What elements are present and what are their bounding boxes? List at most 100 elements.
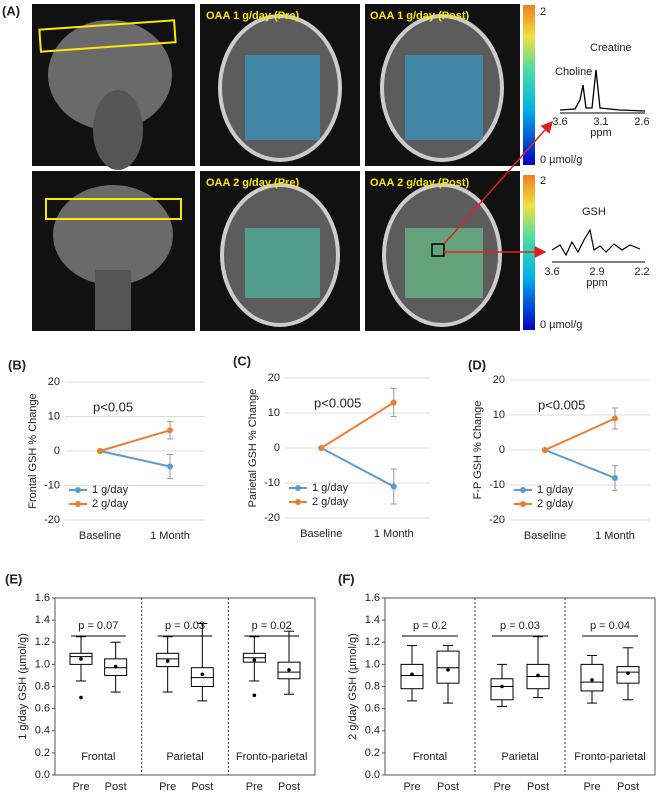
annotation: p = 0.02 [252,620,292,632]
panel-label: (B) [8,357,26,372]
legend-label: 2 g/day [312,496,349,508]
legend-swatch [295,499,301,505]
x-tick-label: Pre [583,781,600,793]
colorbar-label: 2 [540,175,546,187]
annotation: p = 0.04 [590,620,630,632]
spectrum-unit: ppm [590,127,611,139]
y-tick-label: 10 [268,407,280,419]
mean [590,678,594,682]
peak-label: Choline [555,66,592,78]
arrow [443,120,553,245]
box [580,663,604,692]
y-axis-label: 1 g/day GSH (µmol/g) [17,633,29,740]
annotation: p = 0.03 [165,620,205,632]
y-tick-label: 1.4 [35,614,50,626]
y-tick-label: -10 [264,477,280,489]
y-tick-label: 10 [48,410,60,422]
plot-frame [384,597,656,776]
legend-swatch [75,487,81,493]
legend-label: 1 g/day [537,484,574,496]
y-axis-label: 2 g/day GSH (µmol/g) [347,633,359,740]
y-tick-label: 20 [48,376,60,388]
y-tick-label: 0 [274,442,280,454]
annotation: p<0.05 [93,399,133,414]
image-label: OAA 2 g/day (Post) [370,177,470,189]
image-label: OAA 1 g/day (Post) [370,10,470,22]
box [436,650,460,684]
series-line [99,450,171,468]
x-tick-label: 1 Month [150,530,190,542]
y-tick-label: 0.0 [365,769,380,781]
box [400,663,424,690]
panel-label: (E) [5,571,22,586]
axial-images [200,4,520,331]
mean [500,684,504,689]
spectrum-tick: 3.6 [544,266,559,278]
y-tick-label: 1.0 [35,658,50,670]
y-tick-label: -20 [264,512,280,524]
legend-swatch [520,487,526,493]
point [97,448,103,454]
y-tick-label: 0.2 [35,747,50,759]
peak-label: GSH [582,206,606,218]
y-tick-label: 10 [493,409,505,421]
mean [626,671,630,676]
y-tick-label: 0.8 [35,680,50,692]
y-tick-label: 0.4 [35,725,50,737]
colorbar-label: 0 µmol/g [540,154,582,166]
x-tick-label: Post [527,781,549,793]
legend-label: 2 g/day [537,498,574,510]
x-tick-label: Post [278,781,300,793]
x-tick-label: Post [105,781,127,793]
y-tick-label: -10 [44,479,60,491]
y-tick-label: 0.0 [35,769,50,781]
spectrum-tick: 2.2 [634,266,649,278]
legend-label: 1 g/day [92,484,129,496]
y-tick-label: 1.2 [35,636,50,648]
x-tick-label: 1 Month [374,528,414,540]
mean [79,657,83,661]
spectrum-tick: 2.6 [634,116,649,128]
series-line [544,449,616,479]
y-tick-label: 1.4 [365,614,380,626]
voxel-slab [45,198,182,220]
y-tick-label: 0.8 [365,680,380,692]
x-tick-label: Pre [159,781,176,793]
colorbar [523,5,535,165]
annotation: p = 0.07 [78,620,118,632]
series-line [320,447,395,488]
legend-label: 1 g/day [312,482,349,494]
y-tick-label: 0.4 [365,725,380,737]
point [612,415,618,422]
y-tick-label: 20 [268,372,280,384]
y-tick-label: 1.2 [365,636,380,648]
mean [252,658,257,662]
box [190,667,214,687]
group-label: Parietal [166,751,203,763]
y-tick-label: 0 [499,444,505,456]
series-line [99,429,171,452]
x-tick-label: Pre [403,781,420,793]
y-tick-label: 20 [493,374,505,386]
mean [165,659,170,663]
group-label: Parietal [501,751,538,763]
mean [536,673,540,678]
x-tick-label: Post [437,781,459,793]
point [318,445,325,451]
panel-a: (A) OAA 1 g/day (Pre) OAA 1 g/day (Post)… [2,3,650,331]
y-tick-label: 0 [54,445,60,457]
point [167,427,173,434]
legend-swatch [295,485,301,491]
y-tick-label: -20 [489,514,505,526]
x-tick-label: Baseline [79,530,121,542]
x-tick-label: Baseline [300,528,342,540]
panel-label: (F) [338,571,355,586]
image-label: OAA 2 g/day (Pre) [206,177,299,189]
annotation: p = 0.2 [413,620,447,632]
x-tick-label: Post [191,781,213,793]
y-tick-label: 0.2 [365,747,380,759]
y-axis-label: Parietal GSH % Change [247,389,259,508]
mean [446,668,450,672]
y-tick-label: 0.6 [365,703,380,715]
